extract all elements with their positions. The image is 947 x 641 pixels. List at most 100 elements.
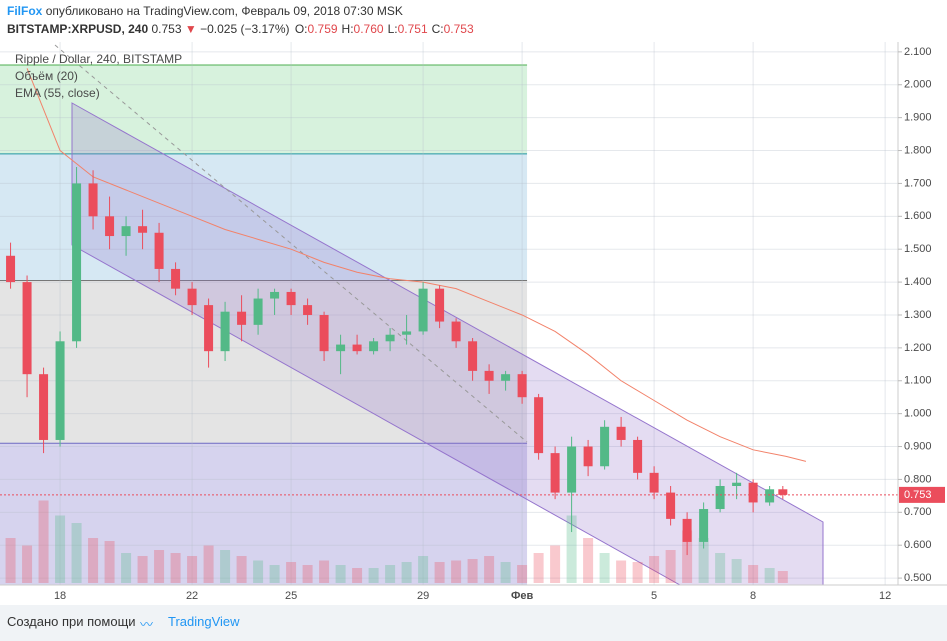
chart: 2.100 2.000 1.900 1.800 1.700 1.600 1.500 1.400… (0, 42, 947, 602)
candle-body (468, 341, 478, 371)
candle-body (336, 344, 346, 352)
ohlc-value: 0.753 (443, 22, 474, 36)
x-tick-label: Фев (511, 590, 534, 602)
volume-bar (335, 565, 346, 583)
candle-body (187, 288, 197, 306)
last-price-label: 0.753 (904, 489, 932, 501)
volume-bar (253, 560, 264, 583)
volume-bar (187, 556, 198, 583)
volume-bar (632, 562, 643, 583)
volume-bar (715, 553, 726, 583)
footer-brand[interactable]: TradingView (168, 614, 240, 629)
y-tick-label: 1.500 (904, 243, 932, 255)
candle-body (22, 282, 32, 375)
y-tick-label: 1.200 (904, 342, 932, 354)
y-tick-label: 0.800 (904, 473, 932, 485)
candle-body (121, 226, 131, 237)
candle-body (583, 446, 593, 467)
ohlc-key: C: (431, 22, 444, 36)
candle-body (600, 426, 610, 467)
x-tick-label: 25 (285, 590, 297, 602)
volume-bar (533, 553, 544, 583)
x-tick-label: 29 (417, 590, 429, 602)
change: −0.025 (−3.17%) (200, 22, 290, 36)
candle-body (732, 482, 742, 487)
volume-bar (616, 560, 627, 583)
last-price-box (899, 486, 945, 503)
volume-bar (583, 538, 594, 583)
candle-body (171, 268, 181, 289)
ohlc-key: H: (341, 22, 354, 36)
candle-body (765, 489, 775, 503)
volume-bar (467, 559, 478, 583)
candle-body (204, 305, 214, 352)
volume-bar (154, 550, 165, 583)
footer-text: Создано при помощи (7, 614, 136, 629)
volume-bar (599, 553, 610, 583)
volume-bar (55, 515, 66, 583)
ohlc-value: 0.751 (397, 22, 428, 36)
volume-bar (401, 562, 412, 583)
volume-bar (319, 560, 330, 583)
fib-band (0, 153, 528, 281)
candle-body (435, 288, 445, 322)
x-tick-label: 18 (54, 590, 66, 602)
volume-bar (748, 565, 759, 583)
last: 0.753 (151, 22, 182, 36)
candle-body (385, 334, 395, 342)
footer-logo[interactable]: 〰 (140, 617, 154, 632)
candle-body (88, 183, 98, 217)
y-tick-label: 1.800 (904, 144, 932, 156)
y-tick-label: 1.900 (904, 112, 932, 124)
candle-body (39, 374, 49, 440)
volume-bar (682, 530, 693, 583)
volume-bar (385, 565, 396, 583)
legend-ema: EMA (55, close) (15, 86, 100, 100)
grid (0, 42, 898, 585)
background (0, 64, 528, 585)
candle-body (418, 288, 428, 332)
volume-bar (566, 515, 577, 583)
volume-bar (352, 568, 363, 583)
y-tick-label: 0.600 (904, 539, 932, 551)
volume-bar (731, 559, 742, 583)
candle-body (105, 216, 115, 237)
candle-body (303, 305, 313, 315)
y-tick-label: 1.300 (904, 309, 932, 321)
candle-body (253, 298, 263, 325)
volume-bar (698, 538, 709, 583)
legend-title: Ripple / Dollar, 240, BITSTAMP (15, 52, 182, 66)
candle-body (451, 321, 461, 342)
candle-body (72, 183, 82, 342)
volume-bar (649, 556, 660, 583)
volume-bar (451, 560, 462, 583)
volume-bar (517, 565, 528, 583)
x-tick-label: 22 (186, 590, 198, 602)
axes: 2.100 2.000 1.900 1.800 1.700 1.600 1.500 1.400… (54, 46, 945, 602)
candle-body (352, 344, 362, 352)
volume-bar (38, 500, 49, 583)
candle-body (402, 331, 412, 335)
y-tick-label: 1.700 (904, 177, 932, 189)
volume-bar (434, 562, 445, 583)
candle-body (55, 341, 65, 440)
header: FilFox опубликовано на TradingView.com, … (0, 0, 947, 42)
volume-bar (368, 568, 379, 583)
volume-bar (269, 565, 280, 583)
y-tick-label: 0.900 (904, 440, 932, 452)
candle-body (501, 374, 511, 381)
candle-body (154, 232, 164, 269)
candle-body (286, 291, 296, 306)
legend-volume: Объём (20) (15, 69, 78, 83)
x-tick-label: 12 (879, 590, 891, 602)
footer: Создано при помощи 〰 TradingView (0, 605, 947, 641)
y-tick-label: 1.000 (904, 408, 932, 420)
volume-bar (71, 523, 82, 583)
author[interactable]: FilFox (7, 4, 43, 18)
ohlc-key: O: (294, 22, 308, 36)
ohlc-key: L: (387, 22, 398, 36)
published: опубликовано на TradingView.com, Февраль… (45, 4, 403, 18)
volume-bar (777, 571, 788, 583)
candle-body (699, 509, 709, 542)
